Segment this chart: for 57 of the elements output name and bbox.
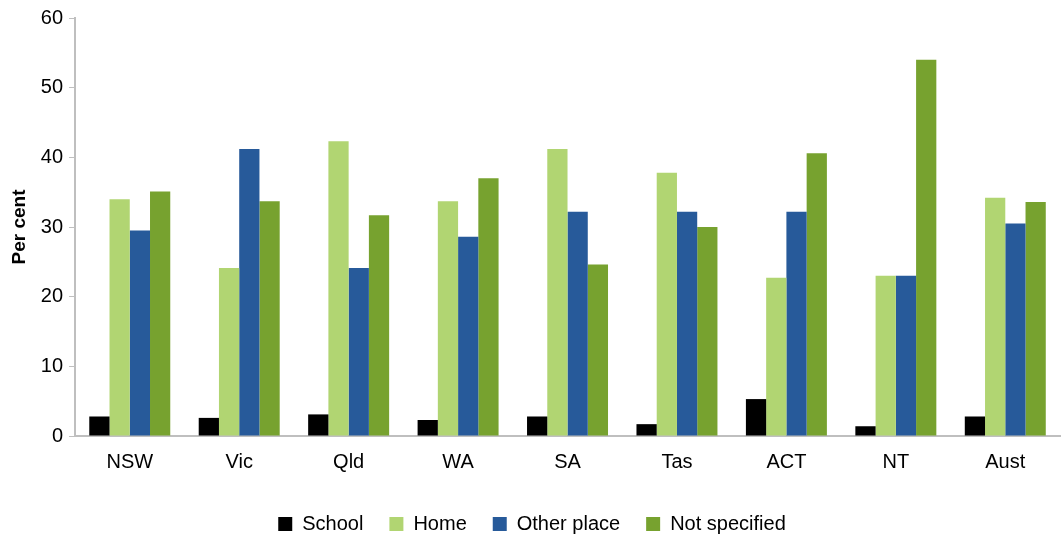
bar (985, 197, 1006, 436)
bar (745, 399, 767, 436)
x-tick-label: Qld (333, 449, 365, 472)
bar (656, 172, 677, 436)
bar (676, 211, 698, 436)
bar (89, 416, 110, 436)
bar (1005, 223, 1026, 436)
y-axis-title: Per cent (7, 188, 29, 265)
y-tick-label: 60 (40, 5, 64, 28)
bar (916, 59, 937, 436)
y-tick-label: 0 (51, 423, 64, 446)
bar (417, 419, 438, 436)
bar (964, 416, 986, 436)
bar (328, 141, 349, 436)
bar (636, 424, 657, 436)
legend-label: School (302, 511, 364, 534)
x-tick-label: Aust (985, 449, 1026, 472)
x-tick-label: Tas (661, 449, 693, 472)
bar (239, 148, 260, 436)
bar (1025, 201, 1046, 436)
bar (458, 236, 479, 436)
legend-label: Other place (516, 511, 621, 534)
x-tick-label: WA (442, 449, 475, 472)
bar (587, 264, 609, 436)
bar (895, 275, 917, 436)
y-tick-label: 30 (40, 214, 64, 237)
bar (259, 201, 280, 436)
x-tick-label: NT (882, 449, 910, 472)
bar (308, 414, 329, 436)
y-tick-label: 20 (40, 284, 64, 307)
bar (855, 426, 876, 436)
bar (150, 191, 171, 436)
bar (109, 199, 130, 436)
legend-label: Home (413, 511, 467, 534)
bar (478, 178, 499, 436)
x-tick-label: ACT (766, 449, 807, 472)
bar (806, 153, 827, 436)
bar (437, 201, 459, 436)
bar (129, 230, 151, 436)
bar (766, 277, 787, 436)
bar (786, 211, 807, 436)
legend-label: Not specified (670, 511, 786, 534)
bar (697, 227, 718, 436)
bar (218, 268, 240, 436)
bar (527, 416, 548, 436)
x-tick-label: NSW (106, 449, 154, 472)
x-tick-label: Vic (225, 449, 253, 472)
bar (547, 148, 568, 436)
y-tick-label: 40 (40, 144, 64, 167)
bar (198, 417, 219, 436)
x-tick-label: SA (554, 449, 582, 472)
y-tick-label: 50 (40, 75, 64, 98)
bar (368, 215, 390, 436)
bar (348, 268, 369, 436)
y-tick-label: 10 (40, 353, 64, 376)
bar (567, 211, 588, 436)
bar (875, 275, 896, 436)
